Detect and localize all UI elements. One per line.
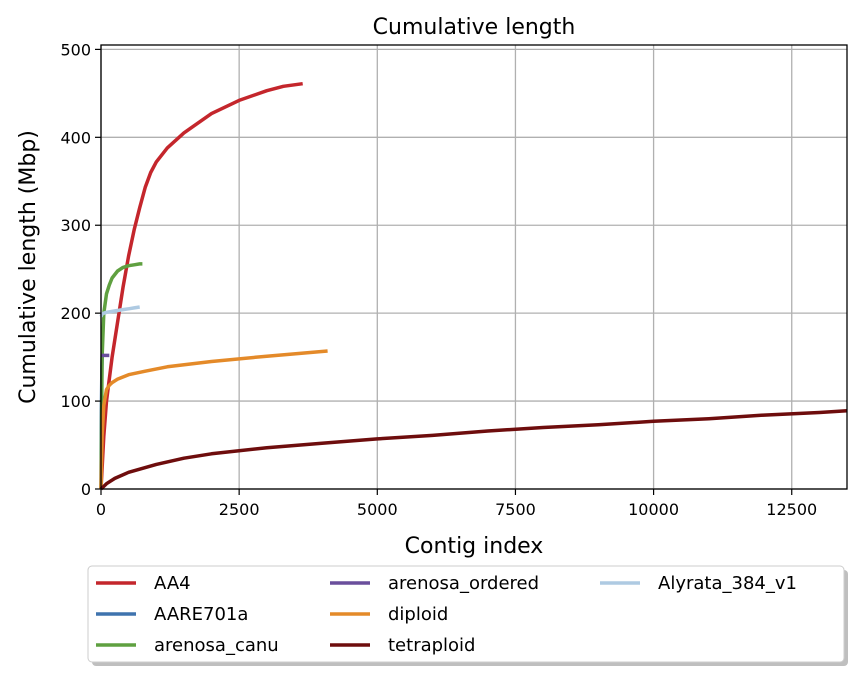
legend-label-tetraploid: tetraploid [388,635,476,656]
series-line-alyrata-384-v1 [99,305,140,318]
plot-area-frame [100,44,848,490]
y-tick-label: 400 [60,128,91,147]
series-line-arenosa-canu [99,262,143,490]
legend-items: AA4 AARE701a arenosa_canu arenosa_ordereddi… [96,573,797,656]
legend-label-aare701a: AARE701a [154,604,248,625]
y-tick-label: 200 [60,304,91,323]
y-axis-ticks: 0 100 200 300 400 500 [60,40,101,499]
legend-box [87,565,845,663]
legend-label-arenosa-canu: arenosa_canu [154,635,279,656]
y-axis-label: Cumulative length (Mbp) [16,130,41,404]
y-tick-label: 0 [81,480,91,499]
chart-title: Cumulative length [373,15,576,40]
y-tick-label: 300 [60,216,91,235]
legend-label-arenosa-ordered: arenosa_ordered [388,573,539,594]
legend-label-alyrata-384-v1: Alyrata_384_v1 [658,573,797,594]
legend-label-aa4: AA4 [154,573,191,594]
y-tick-label: 100 [60,392,91,411]
x-tick-label: 2500 [219,500,260,519]
legend-label-diploid: diploid [388,604,448,625]
x-tick-label: 7500 [495,500,536,519]
y-tick-label: 500 [60,40,91,59]
x-tick-label: 10000 [628,500,679,519]
series-line-tetraploid [99,409,848,491]
series-lines [99,81,848,491]
x-tick-label: 5000 [357,500,398,519]
x-tick-label: 0 [96,500,106,519]
x-axis-ticks: 0 2500 5000 7500 10000 12500 [96,489,817,519]
series-line-diploid [99,349,328,490]
legend: AA4 AARE701a arenosa_canu arenosa_ordereddi… [87,565,848,666]
x-axis-label: Contig index [405,534,544,559]
series-line-aa4 [99,81,303,490]
x-tick-label: 12500 [766,500,817,519]
